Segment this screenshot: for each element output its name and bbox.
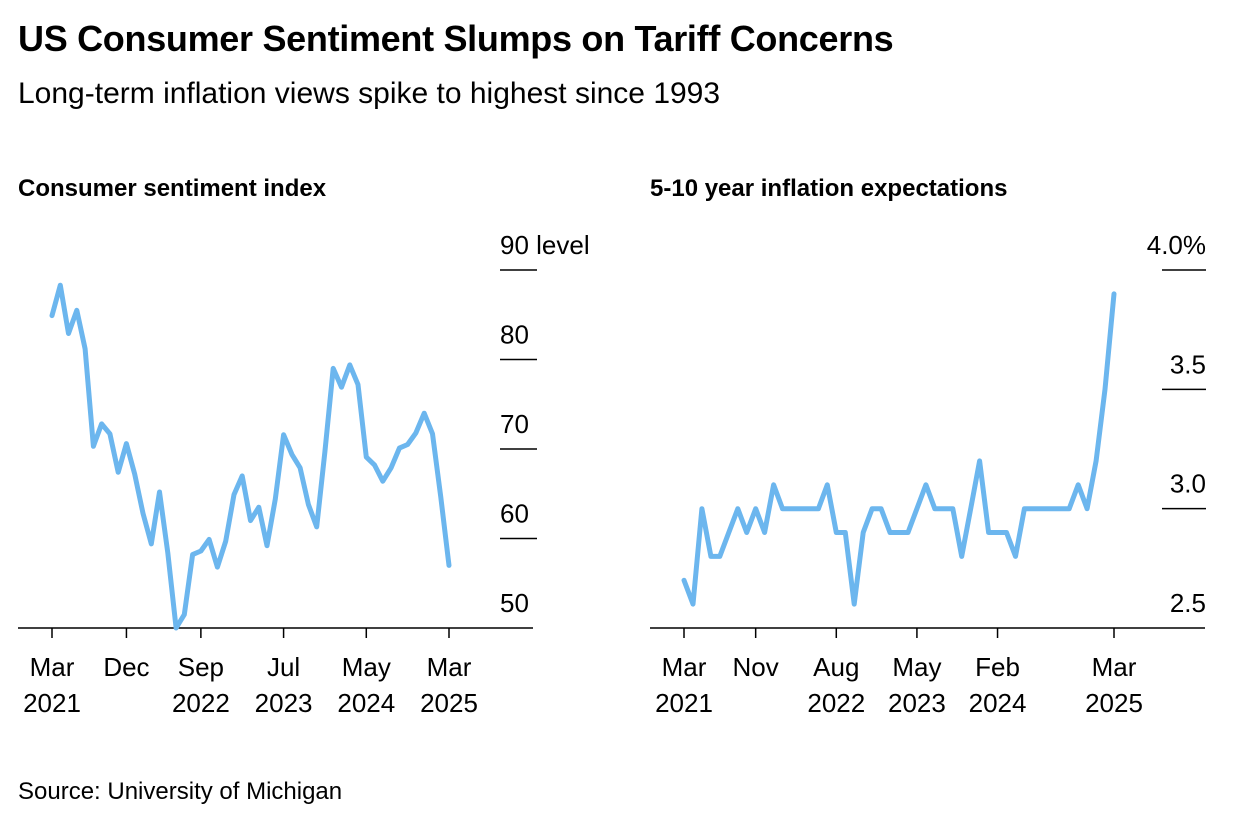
sentiment-x-tick-label: Sep [178, 652, 224, 682]
sentiment-x-tick-label: Mar [30, 652, 75, 682]
inflation-x-tick-label: Mar [662, 652, 707, 682]
sentiment-series-line [49, 282, 452, 631]
inflation-y-tick-label: 3.0 [1170, 469, 1206, 499]
inflation-series-line [681, 291, 1117, 607]
inflation-x-tick-label: Mar [1092, 652, 1137, 682]
inflation-y-tick-label: 3.5 [1170, 349, 1206, 379]
inflation-x-tick-year: 2025 [1085, 688, 1143, 718]
sentiment-y-tick-label: 60 [500, 499, 529, 529]
inflation-x-tick-year: 2021 [655, 688, 713, 718]
sentiment-y-tick-label: 50 [500, 588, 529, 618]
sentiment-x-tick-label: Mar [427, 652, 472, 682]
inflation-panel-title: 5-10 year inflation expectations [650, 175, 1008, 202]
sentiment-y-tick-label: 90 level [500, 230, 590, 260]
source-note: Source: University of Michigan [18, 778, 343, 805]
chart-title: US Consumer Sentiment Slumps on Tariff C… [18, 18, 894, 59]
sentiment-x-tick-label: May [342, 652, 391, 682]
inflation-x-tick-year: 2023 [888, 688, 946, 718]
inflation-y-tick-label: 4.0% [1147, 230, 1206, 260]
sentiment-x-tick-year: 2024 [337, 688, 395, 718]
sentiment-y-tick-label: 80 [500, 320, 529, 350]
inflation-x-tick-label: Nov [733, 652, 779, 682]
inflation-y-tick-label: 2.5 [1170, 588, 1206, 618]
inflation-x-tick-year: 2024 [969, 688, 1027, 718]
inflation-x-tick-label: Feb [975, 652, 1020, 682]
sentiment-x-tick-year: 2023 [255, 688, 313, 718]
sentiment-x-tick-year: 2022 [172, 688, 230, 718]
sentiment-x-tick-label: Dec [103, 652, 149, 682]
sentiment-x-tick-label: Jul [267, 652, 300, 682]
sentiment-panel-title: Consumer sentiment index [18, 175, 327, 202]
sentiment-x-tick-year: 2025 [420, 688, 478, 718]
inflation-x-tick-year: 2022 [807, 688, 865, 718]
chart-subtitle: Long-term inflation views spike to highe… [18, 77, 721, 110]
sentiment-x-tick-year: 2021 [23, 688, 81, 718]
inflation-x-tick-label: Aug [813, 652, 859, 682]
sentiment-y-tick-label: 70 [500, 409, 529, 439]
inflation-x-tick-label: May [892, 652, 941, 682]
